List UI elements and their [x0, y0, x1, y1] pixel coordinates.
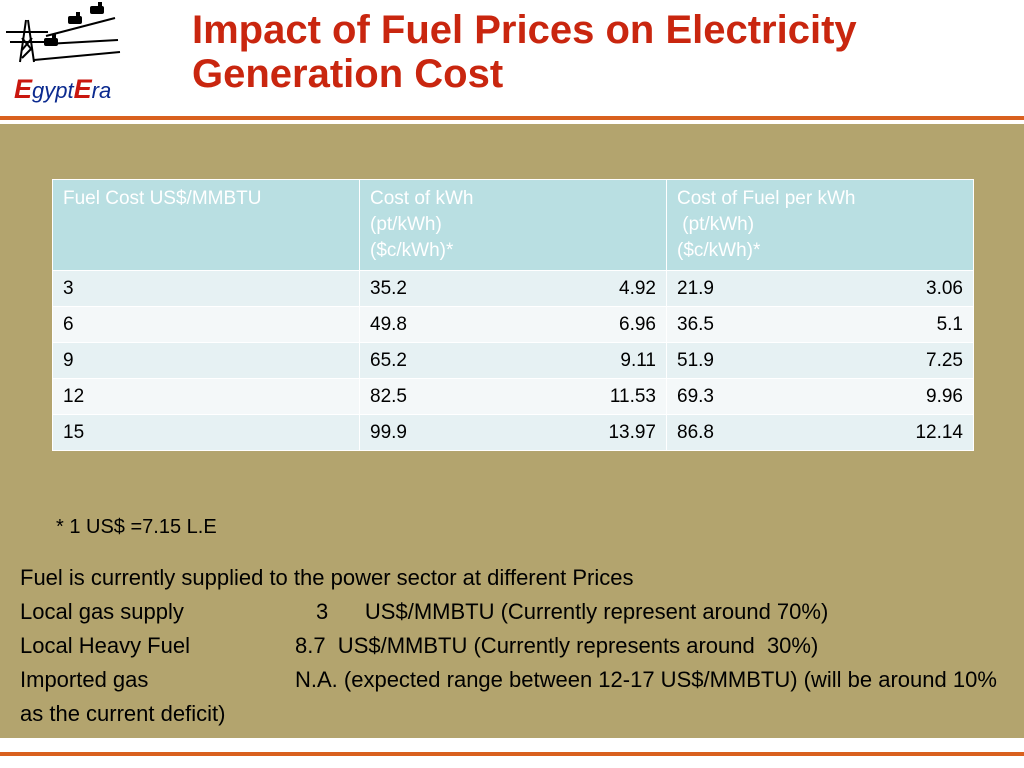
cell-cost-of-fuel: 21.9 3.06 [666, 270, 974, 307]
cell-fuel-cost: 15 [52, 414, 360, 451]
table-row: 3 35.2 4.92 21.9 3.06 [52, 270, 974, 307]
heavy-fuel-value: 8.7 US$/MMBTU (Currently represents arou… [295, 633, 819, 658]
header-cost-of-kwh: Cost of kWh (pt/kWh) ($c/kWh)* [359, 179, 667, 271]
cell-fuel-cost: 9 [52, 342, 360, 379]
logo-wordmark: EgyptEra [14, 74, 112, 104]
cell-cost-of-fuel: 51.9 7.25 [666, 342, 974, 379]
power-tower-icon [6, 2, 121, 63]
cell-fuel-cost: 6 [52, 306, 360, 343]
fuel-cost-table: Fuel Cost US$/MMBTU Cost of kWh (pt/kWh)… [52, 179, 974, 451]
local-gas-label: Local gas supply [20, 599, 184, 624]
local-gas-value: 3 US$/MMBTU (Currently represent around … [316, 599, 829, 624]
egyptera-logo: EgyptEra [0, 0, 150, 110]
footer-divider [0, 752, 1024, 756]
notes-heavy-fuel: Local Heavy Fuel 8.7 US$/MMBTU (Currently… [20, 629, 1010, 663]
cell-cost-of-fuel: 86.8 12.14 [666, 414, 974, 451]
cell-cost-of-kwh: 49.8 6.96 [359, 306, 667, 343]
notes-intro: Fuel is currently supplied to the power … [20, 565, 634, 590]
cell-cost-of-fuel: 36.5 5.1 [666, 306, 974, 343]
slide-header: EgyptEra Impact of Fuel Prices on Electr… [0, 0, 1024, 118]
imported-gas-value: N.A. (expected range between 12-17 US$/M… [20, 667, 997, 726]
notes-local-gas: Local gas supply 3 US$/MMBTU (Currently r… [20, 595, 1010, 629]
table-header-row: Fuel Cost US$/MMBTU Cost of kWh (pt/kWh)… [52, 179, 974, 271]
table-row: 6 49.8 6.96 36.5 5.1 [52, 306, 974, 343]
cell-cost-of-kwh: 65.2 9.11 [359, 342, 667, 379]
cell-cost-of-kwh: 82.5 11.53 [359, 378, 667, 415]
slide-title: Impact of Fuel Prices on Electricity Gen… [192, 8, 857, 96]
cell-cost-of-kwh: 35.2 4.92 [359, 270, 667, 307]
table-row: 9 65.2 9.11 51.9 7.25 [52, 342, 974, 379]
cell-fuel-cost: 12 [52, 378, 360, 415]
imported-gas-label: Imported gas [20, 667, 149, 692]
table-row: 12 82.5 11.53 69.3 9.96 [52, 378, 974, 415]
table-row: 15 99.9 13.97 86.8 12.14 [52, 414, 974, 451]
exchange-rate-footnote: * 1 US$ =7.15 L.E [56, 516, 217, 538]
cell-cost-of-kwh: 99.9 13.97 [359, 414, 667, 451]
fuel-supply-notes: Fuel is currently supplied to the power … [20, 561, 1010, 731]
slide-content: Fuel Cost US$/MMBTU Cost of kWh (pt/kWh)… [0, 124, 1024, 738]
notes-imported-gas: Imported gas N.A. (expected range between… [20, 663, 1010, 731]
heavy-fuel-label: Local Heavy Fuel [20, 633, 190, 658]
cell-cost-of-fuel: 69.3 9.96 [666, 378, 974, 415]
title-divider [0, 116, 1024, 120]
header-cost-of-fuel-per-kwh: Cost of Fuel per kWh (pt/kWh) ($c/kWh)* [666, 179, 974, 271]
header-fuel-cost: Fuel Cost US$/MMBTU [52, 179, 360, 271]
cell-fuel-cost: 3 [52, 270, 360, 307]
